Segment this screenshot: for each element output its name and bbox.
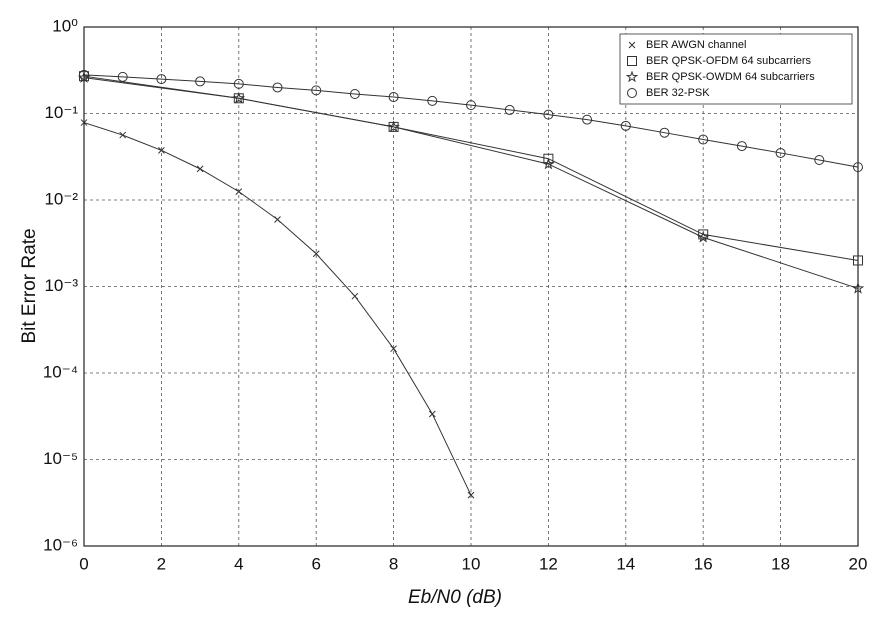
- marker: [775, 147, 786, 158]
- marker: [627, 88, 637, 98]
- series-line: [83, 74, 859, 168]
- marker: [388, 92, 399, 103]
- marker: [543, 109, 554, 120]
- marker: [736, 141, 747, 152]
- x-tick-label: 6: [311, 554, 320, 573]
- y-tick-label: 10⁰: [52, 16, 78, 35]
- y-tick-label: 10⁻⁵: [43, 449, 78, 468]
- marker: [196, 165, 204, 173]
- marker: [659, 127, 670, 138]
- marker: [79, 69, 89, 80]
- marker: [696, 230, 710, 243]
- marker: [853, 255, 863, 266]
- marker: [312, 250, 320, 258]
- marker: [235, 188, 243, 195]
- legend-label: BER QPSK-OFDM 64 subcarriers: [646, 55, 812, 67]
- y-tick-label: 10⁻⁴: [43, 362, 78, 381]
- marker: [274, 216, 281, 223]
- marker: [232, 91, 246, 104]
- marker: [582, 114, 593, 125]
- marker: [467, 491, 475, 499]
- x-tick-label: 18: [771, 554, 790, 573]
- marker: [195, 76, 206, 87]
- legend-label: BER 32-PSK: [646, 87, 710, 99]
- marker: [625, 70, 639, 83]
- y-tick-label: 10⁻²: [44, 189, 78, 208]
- marker: [698, 134, 709, 145]
- marker: [851, 281, 865, 294]
- marker: [272, 82, 283, 93]
- x-tick-label: 4: [234, 554, 243, 573]
- marker: [117, 71, 128, 82]
- marker: [158, 146, 165, 154]
- marker: [390, 345, 397, 353]
- marker: [351, 292, 359, 300]
- y-tick-label: 10⁻³: [44, 276, 78, 295]
- legend-label: BER QPSK-OWDM 64 subcarriers: [646, 71, 815, 83]
- marker: [427, 95, 438, 106]
- x-tick-label: 8: [389, 554, 398, 573]
- series-line: [83, 122, 472, 496]
- legend-label: BER AWGN channel: [646, 39, 746, 51]
- x-tick-label: 10: [462, 554, 481, 573]
- marker: [814, 155, 825, 166]
- x-tick-label: 0: [79, 554, 88, 573]
- marker: [542, 157, 555, 170]
- x-tick-label: 2: [157, 554, 166, 573]
- x-tick-label: 14: [616, 554, 635, 573]
- marker: [428, 410, 436, 418]
- y-axis-title: Bit Error Rate: [19, 228, 40, 343]
- series-line: [83, 77, 859, 289]
- marker: [80, 119, 88, 126]
- x-tick-label: 20: [849, 554, 868, 573]
- marker: [466, 100, 476, 111]
- marker: [119, 131, 127, 139]
- marker: [233, 78, 244, 89]
- marker: [628, 41, 636, 49]
- marker: [627, 56, 637, 66]
- x-axis-title: Eb/N0 (dB): [408, 587, 502, 608]
- marker: [156, 74, 167, 85]
- plot-frame: [83, 26, 859, 547]
- marker: [543, 153, 554, 164]
- x-tick-label: 12: [539, 554, 558, 573]
- marker: [387, 120, 400, 133]
- marker: [853, 162, 863, 173]
- marker: [620, 120, 631, 131]
- marker: [311, 85, 322, 96]
- marker: [504, 104, 515, 115]
- y-tick-label: 10⁻⁶: [43, 535, 78, 554]
- marker: [349, 89, 360, 100]
- x-tick-label: 16: [694, 554, 713, 573]
- legend-box: [619, 33, 853, 105]
- y-tick-label: 10⁻¹: [44, 103, 78, 122]
